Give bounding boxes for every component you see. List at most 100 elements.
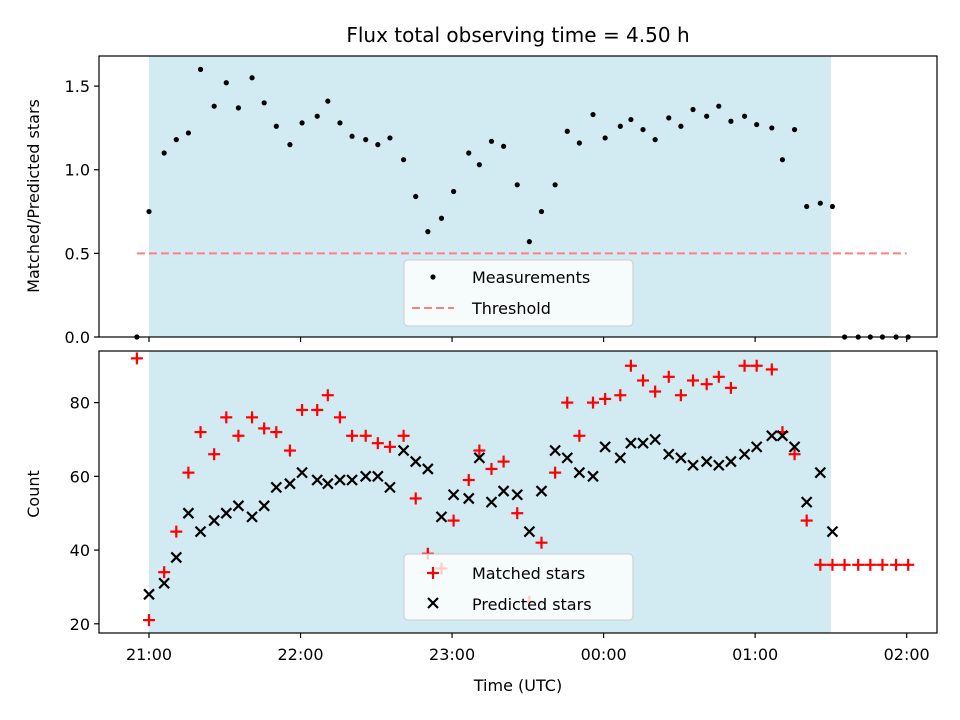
predicted-star-point <box>232 500 245 512</box>
predicted-star-point <box>573 466 586 479</box>
matched-star-point <box>637 374 650 387</box>
matched-star-point <box>788 448 801 461</box>
predicted-star-point <box>687 459 699 472</box>
matched-star-point <box>876 558 889 571</box>
matched-star-point <box>765 363 778 376</box>
predicted-star-point <box>346 474 358 486</box>
axes-frame <box>98 350 938 634</box>
predicted-star-point <box>738 448 751 460</box>
measurement-point <box>249 75 255 81</box>
matched-star-point <box>473 444 486 457</box>
x-tick-label: 22:00 <box>277 645 323 664</box>
measurement-point <box>476 162 482 168</box>
x-tick-label: 00:00 <box>581 645 627 664</box>
predicted-star-point <box>384 481 396 494</box>
measurement-point <box>185 130 192 136</box>
matched-star-point <box>599 392 612 405</box>
predicted-star-point <box>284 477 296 490</box>
measurement-point <box>235 105 242 111</box>
measurement-point <box>413 193 419 200</box>
measurement-point <box>466 150 472 156</box>
matched-star-point <box>158 566 171 579</box>
predicted-star-point <box>625 437 637 449</box>
measurement-point <box>211 103 217 109</box>
measurement-point <box>425 229 431 235</box>
top-y-axis-label: Matched/Predicted stars <box>24 99 43 293</box>
measurement-point <box>564 128 570 134</box>
matched-star-point <box>485 462 498 475</box>
measurement-point <box>363 137 369 143</box>
predicted-star-point <box>422 463 434 475</box>
y-tick-label: 1.0 <box>65 161 90 180</box>
matched-star-point <box>397 429 410 442</box>
predicted-star-point <box>359 470 372 483</box>
matched-star-point <box>258 422 271 435</box>
matched-star-point <box>462 474 475 487</box>
matched-star-point <box>130 352 143 365</box>
measurement-point <box>590 111 596 118</box>
measurement-point <box>349 133 355 139</box>
measurements-legend-label: Measurements <box>472 268 590 287</box>
matched-star-point <box>311 403 324 416</box>
predicted-star-point <box>246 511 258 523</box>
axes-frame <box>98 55 938 338</box>
measurement-point <box>400 157 407 163</box>
predicted-star-point <box>788 441 801 453</box>
predicted-legend-marker <box>427 597 439 609</box>
measurement-point <box>299 120 305 126</box>
predicted-star-point <box>143 588 155 601</box>
predicted-star-point <box>311 474 323 486</box>
matched-star-point <box>614 389 627 402</box>
measurement-point <box>728 118 734 124</box>
measurement-point <box>261 100 267 106</box>
x-tick-label: 21:00 <box>126 645 172 664</box>
matched-star-point <box>170 525 183 538</box>
measurement-point <box>576 140 582 146</box>
predicted-star-point <box>208 514 220 527</box>
bottom-legend: Matched stars Predicted stars <box>403 553 634 621</box>
matched-star-point <box>321 389 334 402</box>
measurement-point <box>526 239 532 245</box>
matched-star-point <box>333 411 346 424</box>
predicted-star-point <box>447 488 460 501</box>
matched-star-point <box>826 558 839 571</box>
matched-star-point <box>232 429 245 442</box>
predicted-star-point <box>397 444 410 457</box>
measurement-point <box>829 203 836 210</box>
predicted-star-point <box>675 452 687 464</box>
x-tick-label: 01:00 <box>732 645 778 664</box>
matched-star-point <box>246 411 259 424</box>
predicted-star-point <box>713 459 725 472</box>
matched-star-point <box>890 558 903 571</box>
measurement-point <box>628 116 634 123</box>
x-tick-label: 23:00 <box>429 645 475 664</box>
top-legend: Measurements Threshold <box>403 259 634 327</box>
measurement-point <box>640 126 646 133</box>
predicted-star-point <box>587 470 599 483</box>
predicted-star-point <box>158 577 170 590</box>
measurement-point <box>538 208 545 215</box>
predicted-star-point <box>170 551 183 564</box>
y-tick-label: 40 <box>70 541 90 560</box>
matched-star-point <box>687 374 700 387</box>
predicted-star-point <box>296 466 308 479</box>
measurement-point <box>690 106 696 113</box>
matched-star-point <box>535 536 548 549</box>
bottom-y-axis-label: Count <box>24 470 43 518</box>
measurement-point <box>314 113 320 119</box>
predicted-star-point <box>270 481 283 494</box>
matched-star-point <box>712 370 725 383</box>
matched-star-point <box>649 385 662 398</box>
measurement-point <box>223 80 229 86</box>
matched-star-point <box>220 411 233 424</box>
matched-star-point <box>700 378 713 391</box>
matched-star-point <box>270 426 283 439</box>
predicted-star-point <box>473 452 486 464</box>
chart-title: Flux total observing time = 4.50 h <box>346 23 689 47</box>
measurement-point <box>161 150 167 156</box>
measurement-point <box>488 138 495 144</box>
measurement-point <box>617 123 623 129</box>
predicted-star-point <box>700 455 713 468</box>
measurement-point <box>666 115 672 121</box>
